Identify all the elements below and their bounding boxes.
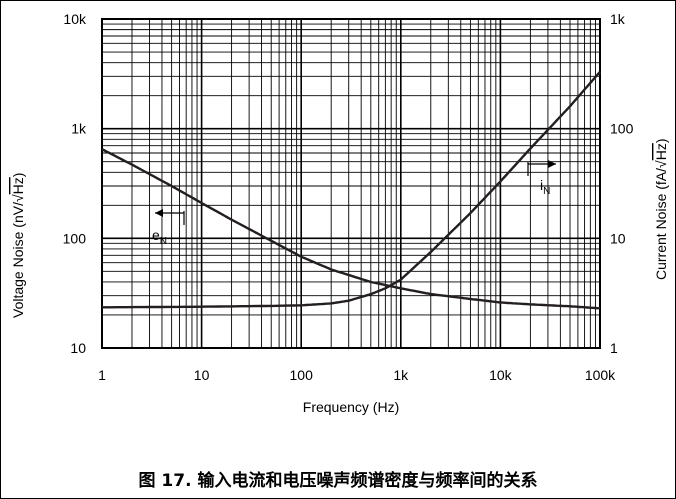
y-left-label-prefix: Voltage Noise (nV/ — [10, 202, 26, 318]
y-right-label-radical: √ — [653, 160, 669, 168]
series-line-iN — [102, 71, 601, 309]
plot-border — [101, 18, 601, 349]
curves — [101, 71, 601, 310]
y-right-tick-label: 1 — [610, 340, 618, 356]
series-line-eN — [101, 148, 601, 310]
grid — [102, 19, 600, 348]
y-right-label-prefix: Current Noise (fA/ — [653, 168, 669, 280]
y-right-label-radicand: Hz — [653, 143, 669, 160]
y-left-label-radicand: Hz — [10, 177, 26, 194]
x-tick-label: 10 — [194, 367, 210, 383]
x-tick-label: 100k — [585, 367, 616, 383]
noise-chart: 1 10 100 1k 10k 100k 10 100 1k 10k 1 10 100 1k eN iN F… — [10, 11, 669, 415]
arrow-iN-head — [548, 160, 556, 168]
tick-labels: 1 10 100 1k 10k 100k 10 100 1k 10k 1 10 100 1k — [63, 11, 634, 383]
y-left-label-radical: √ — [10, 194, 26, 202]
y-left-label-suffix: ) — [10, 173, 26, 178]
y-left-tick-label: 100 — [63, 230, 87, 246]
svg-text:Voltage Noise (nV/√Hz): Voltage Noise (nV/√Hz) — [10, 173, 26, 318]
x-tick-label: 1 — [98, 367, 106, 383]
x-axis-label: Frequency (Hz) — [303, 399, 399, 415]
x-tick-label: 10k — [489, 367, 513, 383]
series-label-iN: iN — [540, 177, 550, 197]
annotations: eN iN — [152, 160, 556, 247]
y-axis-label-left: Voltage Noise (nV/√Hz) — [10, 173, 26, 318]
y-left-tick-label: 10 — [70, 340, 86, 356]
series-label-eN: eN — [152, 227, 167, 247]
y-right-tick-label: 1k — [610, 11, 626, 27]
y-right-tick-label: 100 — [610, 121, 634, 137]
x-tick-label: 1k — [393, 367, 409, 383]
svg-text:Current Noise (fA/√Hz): Current Noise (fA/√Hz) — [653, 138, 669, 280]
arrow-eN-head — [155, 209, 163, 217]
x-tick-label: 100 — [290, 367, 314, 383]
figure-caption: 图 17. 输入电流和电压噪声频谱密度与频率间的关系 — [138, 471, 538, 491]
y-right-label-suffix: ) — [653, 138, 669, 143]
y-left-tick-label: 10k — [63, 11, 87, 27]
y-right-tick-label: 10 — [610, 230, 626, 246]
y-left-tick-label: 1k — [71, 121, 87, 137]
y-axis-label-right: Current Noise (fA/√Hz) — [653, 138, 669, 280]
